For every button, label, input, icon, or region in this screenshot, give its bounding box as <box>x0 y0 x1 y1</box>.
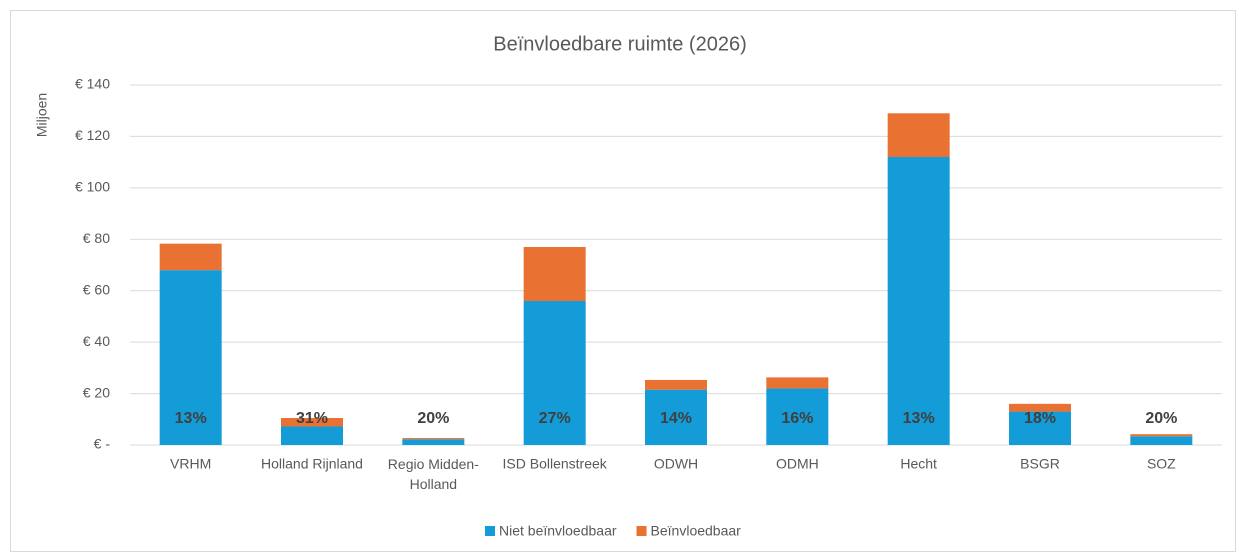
x-tick-label: ODWH <box>654 456 698 472</box>
y-axis-label: Miljoen <box>34 93 50 137</box>
y-tick-label: € 80 <box>83 230 110 246</box>
legend-swatch <box>636 526 647 536</box>
share-label: 13% <box>175 410 207 427</box>
x-tick-label: BSGR <box>1020 456 1060 472</box>
share-label: 31% <box>296 410 328 427</box>
bar-segment <box>887 113 950 157</box>
x-tick-label: VRHM <box>170 456 211 472</box>
legend-label: Beïnvloedbaar <box>651 523 742 539</box>
bar-segment <box>1130 436 1193 445</box>
y-tick-label: € 100 <box>75 179 110 195</box>
bar-segment <box>1009 411 1071 445</box>
bar-segment <box>645 389 707 445</box>
x-tick-label: ODMH <box>776 456 819 472</box>
legend-label: Niet beïnvloedbaar <box>499 523 617 539</box>
chart-title: Beïnvloedbare ruimte (2026) <box>493 33 746 55</box>
bar-segment <box>523 247 586 301</box>
bar-segment <box>887 157 950 445</box>
bar-segment <box>159 270 222 445</box>
x-tick-label: SOZ <box>1147 456 1176 472</box>
y-tick-label: € 120 <box>75 127 110 143</box>
legend-swatch <box>485 526 495 536</box>
x-tick-label: Hecht <box>900 456 937 472</box>
share-label: 13% <box>903 410 935 427</box>
bar-segment <box>402 439 465 445</box>
share-label: 27% <box>539 410 571 427</box>
bar-segment <box>766 388 829 445</box>
y-tick-label: € - <box>94 436 111 452</box>
x-tick-line: Regio Midden- <box>388 456 479 472</box>
bar-segment <box>645 379 707 390</box>
bar-segment <box>1130 434 1193 437</box>
bar-segment <box>402 438 465 440</box>
y-tick-label: € 20 <box>83 384 110 400</box>
x-tick-label: ISD Bollenstreek <box>503 456 608 472</box>
x-tick-label: Regio Midden- Holland <box>388 456 479 492</box>
share-label: 18% <box>1024 410 1056 427</box>
bar-segment <box>523 301 586 445</box>
bar-segment <box>281 426 343 445</box>
y-tick-label: € 40 <box>83 333 110 349</box>
y-tick-label: € 140 <box>75 76 110 92</box>
bar-segment <box>281 418 343 427</box>
bar-segment <box>1009 403 1071 412</box>
x-tick-label: Holland Rijnland <box>261 456 363 472</box>
share-label: 20% <box>1145 410 1177 427</box>
y-tick-label: € 60 <box>83 281 110 297</box>
legend: Niet beïnvloedbaar Beïnvloedbaar <box>485 523 741 539</box>
bar-segment <box>766 377 829 389</box>
x-tick-line: Holland <box>410 476 457 492</box>
share-label: 16% <box>781 410 813 427</box>
bar-segment <box>159 243 222 271</box>
share-label: 20% <box>417 410 449 427</box>
share-label: 14% <box>660 410 692 427</box>
